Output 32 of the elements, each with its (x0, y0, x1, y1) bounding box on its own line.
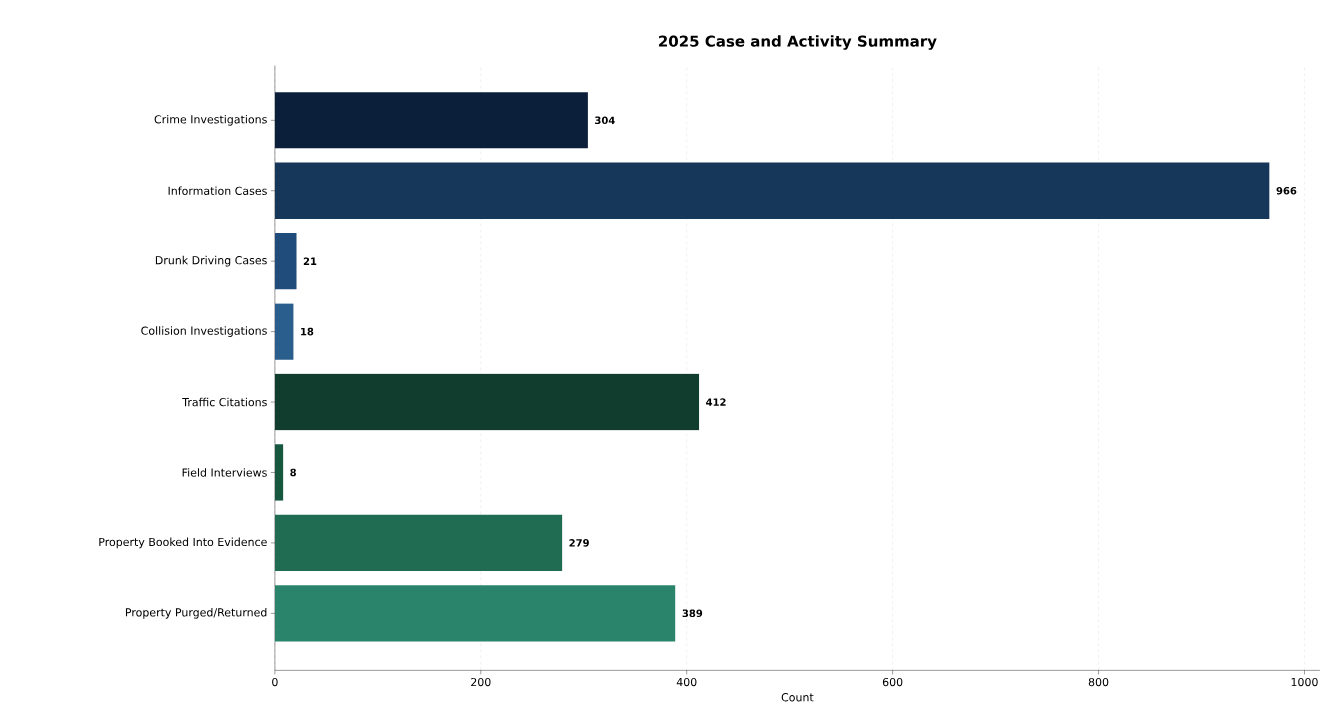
bar (274, 303, 294, 360)
bar (274, 514, 563, 572)
y-tick-label: Property Purged/Returned (125, 608, 267, 619)
data-label: 966 (1276, 186, 1297, 195)
data-label: 8 (290, 468, 296, 477)
y-tick-label: Traffic Citations (182, 397, 267, 407)
x-tick-label: 0 (272, 677, 278, 687)
y-tick-label: Collision Investigations (141, 326, 267, 337)
bar (274, 233, 297, 290)
x-tick-label: 200 (471, 677, 491, 687)
data-label: 21 (303, 257, 317, 265)
bar (274, 444, 284, 501)
data-label: 279 (569, 539, 589, 547)
y-tick-label: Field Interviews (182, 468, 267, 477)
x-tick-label: 400 (676, 677, 697, 687)
y-tick-label: Drunk Driving Cases (155, 255, 267, 267)
bar (274, 92, 588, 149)
data-label: 304 (595, 116, 615, 125)
data-label: 412 (706, 398, 726, 406)
y-tick-label: Information Cases (168, 186, 267, 195)
data-label: 389 (682, 609, 703, 618)
data-label: 18 (301, 327, 314, 336)
y-tick-label: Crime Investigations (154, 114, 267, 126)
bar (274, 585, 676, 642)
chart-title: 2025 Case and Activity Summary (659, 35, 937, 50)
bar (274, 162, 1270, 219)
y-tick-label: Property Booked Into Evidence (99, 537, 267, 549)
x-tick-label: 600 (882, 677, 903, 687)
x-tick-label: 800 (1088, 677, 1109, 687)
bar (274, 373, 700, 431)
x-tick-label: 1000 (1291, 677, 1318, 687)
x-axis-title: Count (781, 693, 814, 702)
